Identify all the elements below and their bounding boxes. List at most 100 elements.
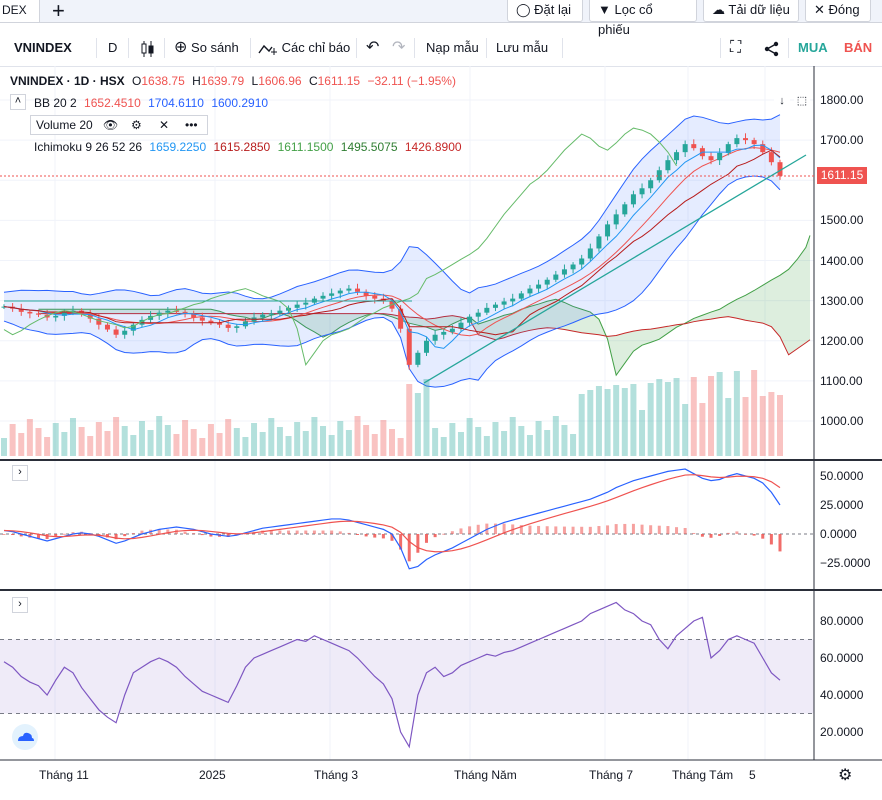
candle-body [751,140,757,145]
candle-body [527,288,533,294]
volume-bar [44,437,51,456]
rsi-axis-label: 60.0000 [820,651,864,665]
macd-histogram-bar [580,526,584,534]
volume-bar [535,421,542,456]
macd-histogram-bar [433,534,437,538]
share-button[interactable] [764,30,780,66]
divider [96,38,97,58]
stock-filter-button[interactable]: ▼ Lọc cổ phiếu [589,0,697,37]
macd-histogram-bar [649,525,653,534]
candle-body [587,248,593,259]
candle-body [122,330,128,335]
ichimoku-legend[interactable]: Ichimoku 9 26 52 26 1659.2250 1615.2850 … [34,140,462,154]
volume-bar [699,403,706,456]
candle-body [579,258,585,265]
gear-icon[interactable]: ⚙ [131,118,142,132]
macd-histogram-bar [726,532,730,534]
volume-bar [78,427,85,456]
close-button[interactable]: ✕ Đóng [805,0,871,22]
sell-button[interactable]: BÁN [844,40,873,55]
download-data-button[interactable]: ☁ Tải dữ liệu [703,0,799,22]
more-icon[interactable]: ••• [185,118,198,132]
volume-bar [716,372,723,456]
macd-histogram-bar [364,534,368,537]
price-axis-label: 1300.00 [820,293,864,308]
ichimoku-kumo [38,235,810,376]
settings-gear-icon[interactable]: ⚙ [838,767,853,784]
expand-rsi-button[interactable]: › [12,597,28,613]
divider [356,38,357,58]
bb-legend[interactable]: BB 20 2 1652.4510 1704.6110 1600.2910 [34,96,269,110]
expand-macd-button[interactable]: › [12,465,28,481]
volume-bar [570,434,577,456]
volume-bar [18,433,25,456]
macd-histogram-bar [709,534,713,538]
macd-histogram-bar [226,534,230,537]
indicators-button[interactable]: Các chỉ báo [258,30,350,66]
macd-histogram-bar [399,534,403,550]
macd-histogram-bar [183,531,187,534]
legend-symbol[interactable]: VNINDEX · 1D · HSX [10,74,125,88]
collapse-legend-button[interactable]: ˄ [10,94,26,110]
time-axis-label: Tháng Tám [672,768,734,782]
maximize-pane-icon[interactable]: ⬚ [794,95,810,111]
volume-bar [673,378,680,456]
macd-histogram-bar [381,534,385,539]
volume-bar [483,436,490,456]
fullscreen-icon[interactable]: ⛶ [730,39,742,56]
close-icon: ✕ [814,2,829,17]
macd-histogram-bar [476,524,480,534]
volume-bar [544,430,551,456]
volume-bar [363,425,370,456]
candle-body [449,328,455,332]
candles-icon [141,40,154,57]
save-template-button[interactable]: Lưu mẫu [496,40,549,55]
download-arrow-icon[interactable]: ↓ [774,95,790,111]
volume-bar [182,420,189,456]
change-value: −32.11 (−1.95%) [367,74,456,88]
undo-icon[interactable]: ↶ [366,39,380,56]
candle-body [510,298,516,302]
volume-bar [147,430,154,456]
macd-histogram-bar [338,531,342,534]
macd-histogram-bar [450,531,454,534]
macd-histogram-bar [11,534,15,535]
volume-bar [630,384,637,456]
pane-separator[interactable] [0,589,882,591]
compare-button[interactable]: ⊕ So sánh [174,39,239,56]
candle-body [544,279,550,285]
close-icon[interactable]: ✕ [159,118,170,132]
new-tab-button[interactable]: + [52,0,65,23]
reset-button[interactable]: ◯ Đặt lại [507,0,583,22]
chart-tab[interactable]: DEX [0,0,40,22]
macd-histogram-bar [744,533,748,535]
volume-bar [414,393,421,456]
share-icon [764,41,779,56]
high-value: 1639.79 [200,74,245,88]
candle-body [725,144,731,153]
trendline-drawing[interactable] [423,154,807,384]
candle-body [613,214,619,225]
candle-body [27,311,33,314]
candle-body [320,295,326,299]
pane-separator[interactable] [0,459,882,461]
time-axis-label: Tháng 3 [314,768,359,782]
macd-histogram-bar [761,534,765,539]
redo-icon[interactable]: ↷ [392,39,406,56]
price-axis-label: 1200.00 [820,333,864,348]
chart-type-button[interactable] [140,30,156,66]
buy-button[interactable]: MUA [798,40,828,55]
volume-bar [604,389,611,456]
interval-selector[interactable]: D [108,40,118,55]
volume-bar [259,432,266,456]
tradingview-logo[interactable] [12,724,38,750]
macd-histogram-bar [528,525,532,534]
volume-bar [501,431,508,456]
volume-bar [121,426,128,456]
volume-legend[interactable]: Volume 20 👁 ⚙ ✕ ••• [30,115,208,135]
load-template-button[interactable]: Nạp mẫu [426,40,479,55]
symbol-search[interactable]: VNINDEX [14,40,72,55]
time-axis-label: 2025 [199,768,226,782]
eye-icon[interactable]: 👁 [103,118,119,132]
